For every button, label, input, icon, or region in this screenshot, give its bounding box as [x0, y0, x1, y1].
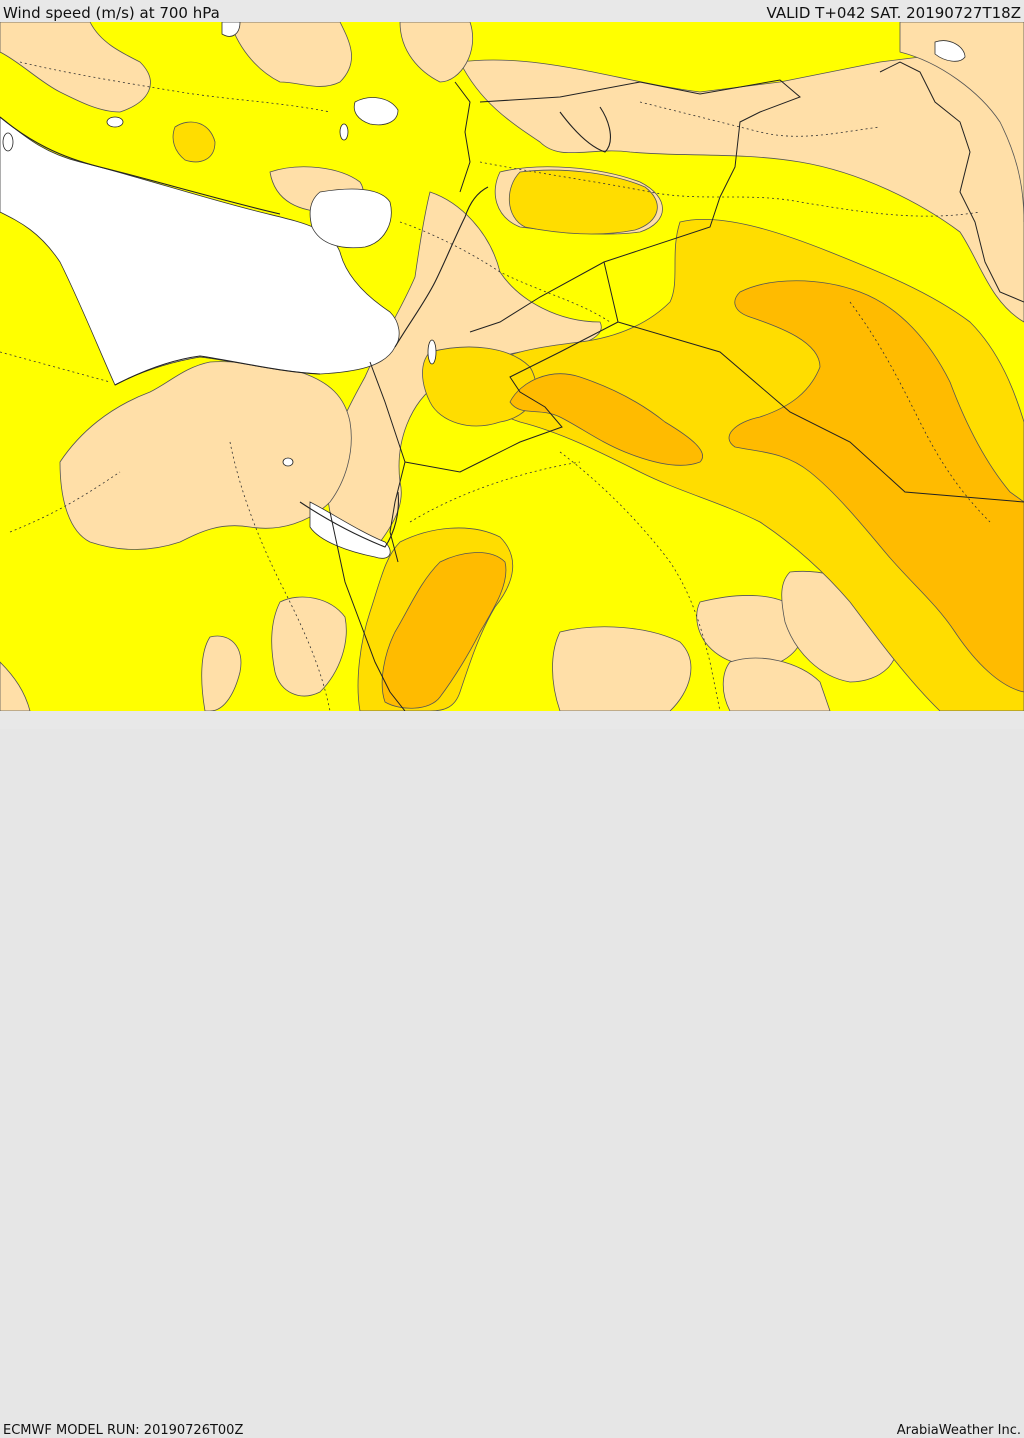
header-bar: Wind speed (m/s) at 700 hPa VALID T+042 … [0, 0, 1024, 22]
footer-bar: ECMWF MODEL RUN: 20190726T00Z ArabiaWeat… [0, 711, 1024, 1438]
valid-time-label: VALID T+042 SAT. 20190727T18Z [766, 4, 1021, 22]
credit-label: ArabiaWeather Inc. [896, 1423, 1021, 1438]
chart-title: Wind speed (m/s) at 700 hPa [3, 4, 220, 22]
water-features [2, 116, 437, 467]
calm-regions [0, 22, 966, 559]
strong-wind-regions [381, 280, 1024, 709]
model-run-label: ECMWF MODEL RUN: 20190726T00Z [3, 1423, 244, 1438]
wind-speed-map [0, 22, 1024, 711]
map-svg [0, 22, 1024, 711]
region-borders [329, 61, 1024, 711]
country-borders [0, 61, 991, 711]
coastlines [0, 106, 611, 548]
